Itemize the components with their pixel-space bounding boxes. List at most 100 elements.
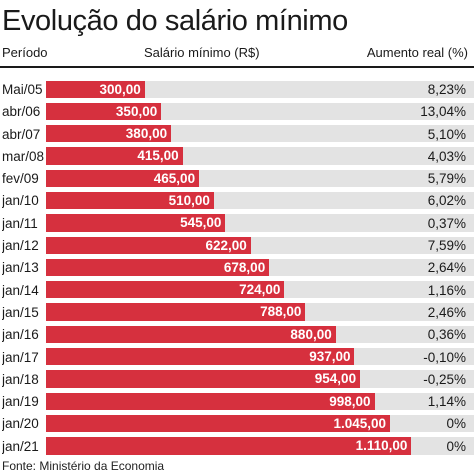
chart-row: 300,00 Mai/05 8,23% — [0, 78, 474, 100]
salary-bar: 300,00 — [46, 80, 145, 98]
period-label: Mai/05 — [2, 82, 43, 97]
bar-track: 998,00 — [46, 392, 474, 410]
salary-bar: 1.110,00 — [46, 437, 412, 455]
raise-value-label: 13,04% — [420, 104, 466, 120]
bar-value-label: 415,00 — [137, 148, 179, 164]
bar-track: 510,00 — [46, 191, 474, 210]
chart-row: 1.110,00 jan/21 0% — [0, 435, 474, 457]
raise-value-label: 2,64% — [427, 260, 466, 276]
chart-row: 622,00 jan/12 7,59% — [0, 234, 474, 256]
chart-row: 350,00 abr/06 13,04% — [0, 100, 474, 122]
raise-value-label: -0,10% — [423, 349, 466, 365]
chart-row: 954,00 jan/18 -0,25% — [0, 368, 474, 390]
period-label: jan/21 — [2, 438, 39, 454]
chart-row: 1.045,00 jan/20 0% — [0, 412, 474, 434]
period-label: jan/18 — [2, 371, 39, 387]
salary-bar: 622,00 — [46, 236, 251, 254]
period-label: mar/08 — [2, 148, 45, 164]
period-label: jan/12 — [2, 238, 39, 254]
salary-bar: 465,00 — [46, 169, 200, 187]
bar-track: 1.110,00 — [46, 437, 474, 455]
period-label: fev/09 — [2, 171, 39, 187]
salary-bar: 510,00 — [46, 191, 214, 210]
bar-track: 937,00 — [46, 348, 474, 366]
raise-value-label: 7,59% — [427, 238, 466, 254]
salary-bar: 380,00 — [46, 125, 172, 143]
raise-value-label: 0,36% — [427, 327, 466, 343]
bar-value-label: 954,00 — [314, 371, 357, 387]
header-divider — [0, 66, 474, 68]
period-label: jan/10 — [2, 193, 39, 209]
salary-bar: 998,00 — [46, 392, 375, 410]
bar-value-label: 880,00 — [290, 326, 332, 342]
period-label: jan/16 — [2, 327, 39, 343]
chart-row: 724,00 jan/14 1,16% — [0, 279, 474, 301]
bar-chart-rows: 300,00 Mai/05 8,23% 350,00 abr/06 13,04% 380,0… — [0, 78, 474, 457]
chart-row: 465,00 fev/09 5,79% — [0, 167, 474, 189]
salary-bar: 678,00 — [46, 258, 270, 277]
salary-bar: 415,00 — [46, 147, 183, 165]
salary-bar: 1.045,00 — [46, 414, 391, 433]
bar-value-label: 350,00 — [115, 103, 158, 119]
raise-value-label: 8,23% — [427, 82, 466, 97]
salary-bar: 350,00 — [46, 102, 162, 121]
bar-track: 954,00 — [46, 370, 474, 388]
chart-row: 678,00 jan/13 2,64% — [0, 256, 474, 278]
bar-track: 622,00 — [46, 236, 474, 254]
bar-track: 415,00 — [46, 147, 474, 165]
bar-value-label: 678,00 — [223, 259, 266, 275]
raise-value-label: 1,14% — [427, 394, 466, 410]
bar-value-label: 788,00 — [260, 304, 302, 320]
bar-value-label: 510,00 — [168, 192, 210, 208]
period-label: abr/06 — [2, 104, 41, 120]
bar-value-label: 1.110,00 — [355, 438, 408, 454]
bar-value-label: 724,00 — [239, 282, 281, 298]
salary-bar: 545,00 — [46, 214, 226, 232]
bar-track: 545,00 — [46, 214, 474, 232]
period-label: jan/14 — [2, 282, 39, 298]
column-headers: Período Salário mínimo (R$) Aumento real… — [0, 43, 474, 63]
raise-value-label: 4,03% — [427, 148, 466, 164]
raise-value-label: 0% — [446, 438, 466, 454]
source-note: Fonte: Ministério da Economia — [2, 459, 165, 473]
salary-header: Salário mínimo (R$) — [144, 45, 260, 60]
bar-track: 678,00 — [46, 258, 474, 277]
raise-value-label: 5,79% — [427, 171, 466, 187]
bar-value-label: 998,00 — [329, 393, 371, 409]
salary-bar: 788,00 — [46, 303, 306, 321]
raise-value-label: 6,02% — [427, 193, 466, 209]
chart-row: 937,00 jan/17 -0,10% — [0, 346, 474, 368]
raise-value-label: 5,10% — [427, 126, 466, 142]
raise-value-label: 0% — [446, 416, 466, 432]
chart-row: 545,00 jan/11 0,37% — [0, 212, 474, 234]
bar-track: 380,00 — [46, 125, 474, 143]
period-label: jan/20 — [2, 416, 39, 432]
bar-value-label: 1.045,00 — [333, 415, 387, 431]
period-label: jan/11 — [2, 215, 38, 231]
salary-bar: 937,00 — [46, 348, 355, 366]
chart-row: 510,00 jan/10 6,02% — [0, 189, 474, 211]
period-label: abr/07 — [2, 126, 41, 142]
bar-track: 880,00 — [46, 325, 474, 344]
bar-value-label: 465,00 — [153, 170, 196, 186]
bar-value-label: 937,00 — [309, 349, 351, 365]
bar-track: 300,00 — [46, 80, 474, 98]
salary-bar: 880,00 — [46, 325, 336, 344]
chart-row: 880,00 jan/16 0,36% — [0, 323, 474, 345]
salary-bar: 724,00 — [46, 281, 285, 299]
salary-bar: 954,00 — [46, 370, 361, 388]
bar-value-label: 545,00 — [180, 215, 222, 231]
bar-value-label: 300,00 — [99, 81, 141, 97]
chart-title: Evolução do salário mínimo — [2, 5, 348, 37]
period-header: Período — [2, 45, 48, 60]
period-label: jan/13 — [2, 260, 39, 276]
bar-track: 788,00 — [46, 303, 474, 321]
bar-track: 465,00 — [46, 169, 474, 187]
raise-value-label: 1,16% — [427, 282, 466, 298]
period-label: jan/17 — [2, 349, 39, 365]
period-label: jan/15 — [2, 304, 39, 320]
raise-value-label: -0,25% — [423, 371, 466, 387]
raise-header: Aumento real (%) — [366, 45, 468, 60]
raise-value-label: 0,37% — [427, 215, 466, 231]
period-label: jan/19 — [2, 394, 39, 410]
